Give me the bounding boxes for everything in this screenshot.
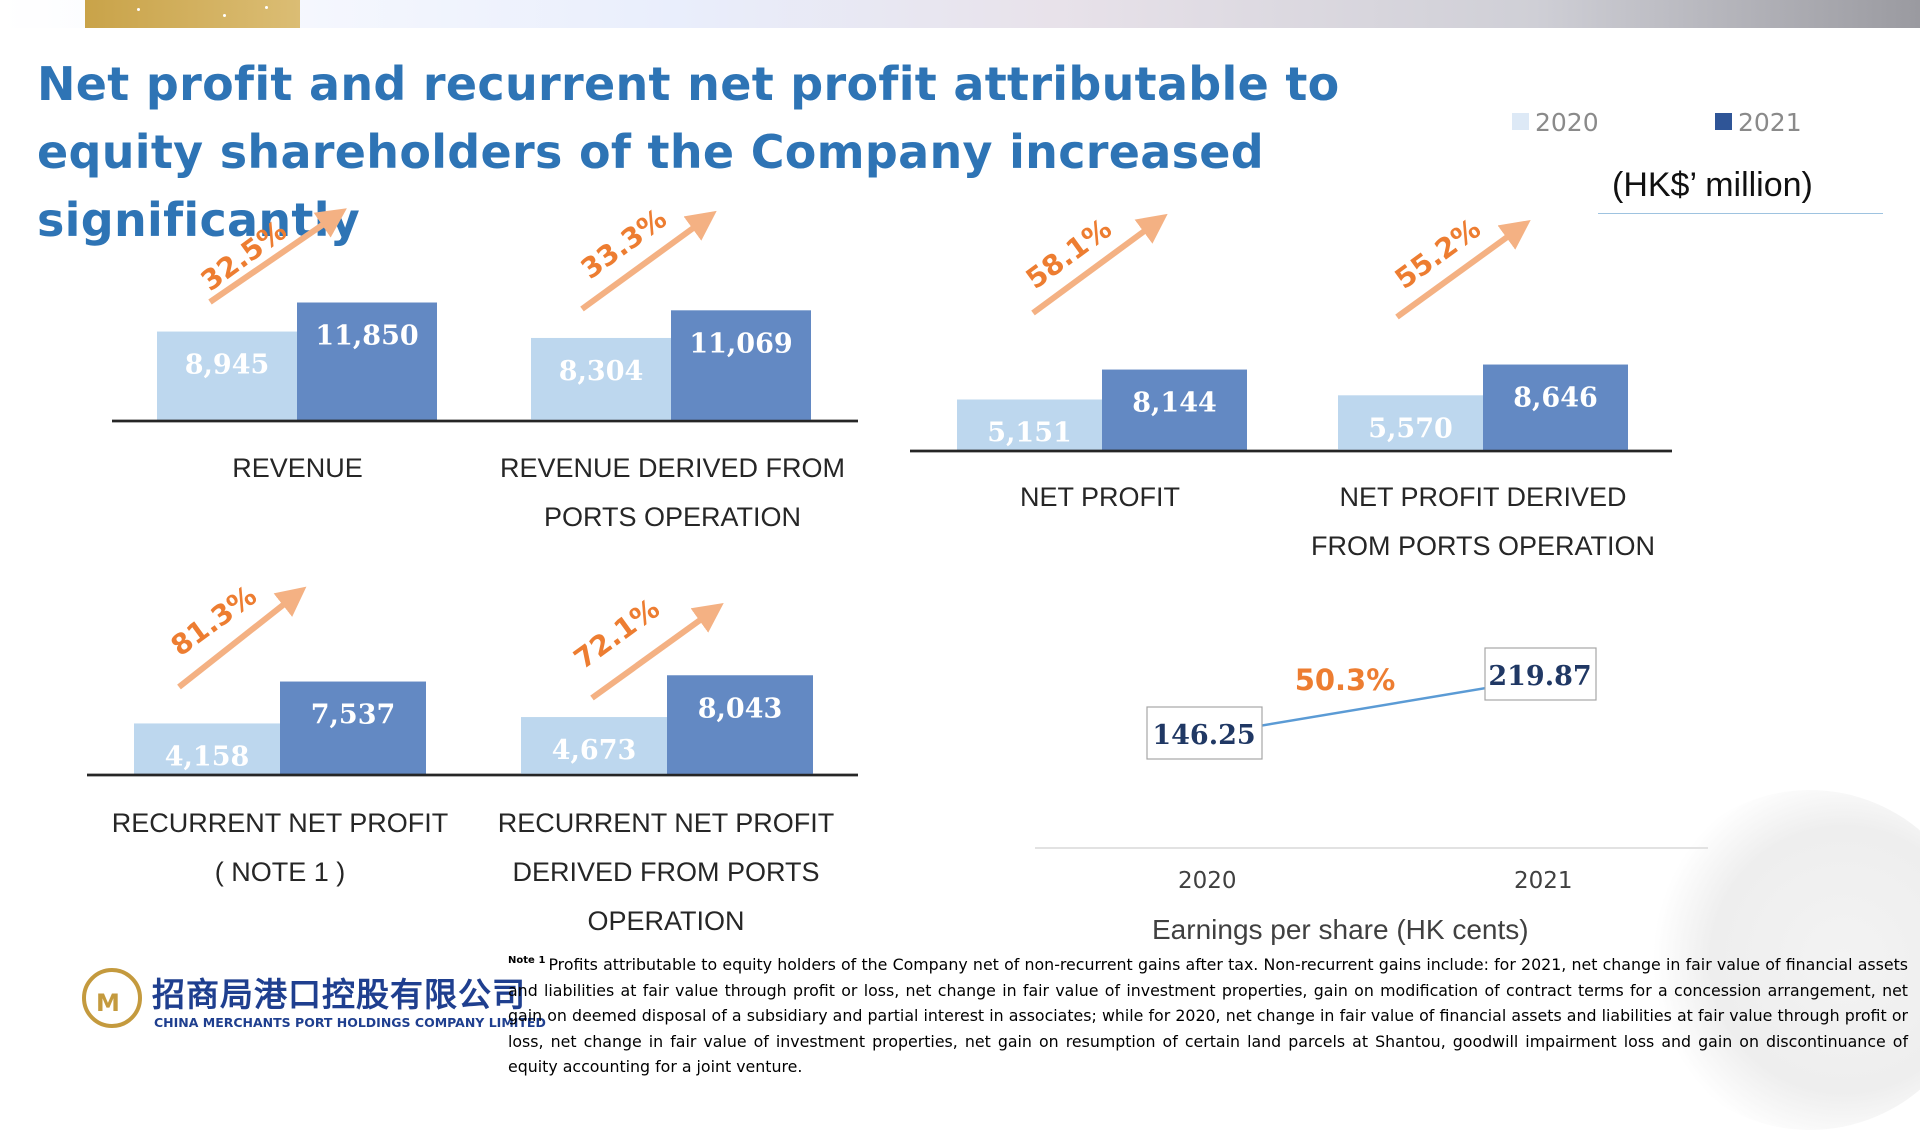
value-label-2021: 11,069	[689, 328, 792, 359]
legend-swatch-2020	[1512, 113, 1529, 130]
bar-2020	[531, 337, 671, 421]
legend-swatch-2021	[1715, 113, 1732, 130]
category-label-line: REVENUE	[232, 453, 363, 483]
category-label-line: PORTS OPERATION	[543, 502, 802, 532]
growth-percent-label: 33.3%	[575, 202, 673, 286]
logo-mark-icon: M	[82, 968, 142, 1028]
category-label-revenue: REVENUE	[150, 444, 445, 493]
bar-2020	[957, 399, 1102, 451]
value-label-2020: 5,151	[987, 417, 1072, 448]
legend-item-2020: 2020	[1512, 108, 1599, 137]
footnote: Note 1 Profits attributable to equity hol…	[508, 948, 1908, 1080]
bar-2021	[1483, 364, 1628, 451]
category-label-recurrent: RECURRENT NET PROFIT ( NOTE 1 )	[90, 799, 470, 897]
unit-label: (HK$’ million)	[1612, 166, 1813, 204]
growth-arrow	[590, 602, 724, 701]
value-label-2020: 8,945	[185, 350, 270, 381]
value-label-2021: 11,850	[315, 321, 418, 352]
logo-english-name: CHINA MERCHANTS PORT HOLDINGS COMPANY LI…	[154, 1015, 546, 1030]
eps-line-chart: 146.25 219.87 50.3%	[1035, 647, 1708, 849]
category-label-net-profit-ports: NET PROFIT DERIVED FROM PORTS OPERATION	[1283, 473, 1683, 571]
data-label-box-2020	[1146, 706, 1263, 760]
category-label-line: ( NOTE 1 )	[214, 857, 346, 887]
bar-2020	[134, 723, 280, 775]
value-label-2020: 5,570	[1368, 413, 1453, 444]
growth-arrow	[1031, 213, 1168, 316]
company-logo: M 招商局港口控股有限公司 CHINA MERCHANTS PORT HOLDI…	[82, 968, 546, 1038]
footnote-text: Profits attributable to equity holders o…	[508, 955, 1908, 1077]
bar-2021	[1102, 369, 1247, 451]
legend-label-2021: 2021	[1738, 108, 1802, 137]
category-label-line: NET PROFIT	[1019, 482, 1180, 512]
bar-chart-5: 4,158 7,537 81.3%	[87, 579, 858, 777]
category-label-line: FROM PORTS OPERATION	[1310, 531, 1656, 561]
value-label-2021: 8,646	[1513, 383, 1598, 414]
logo-chinese-name: 招商局港口控股有限公司	[152, 975, 526, 1014]
legend-label-2020: 2020	[1535, 108, 1599, 137]
growth-arrow	[1395, 219, 1531, 320]
eps-year-2021: 2021	[1514, 868, 1573, 894]
category-label-line: RECURRENT NET PROFIT	[497, 808, 835, 838]
value-label-2020: 4,158	[165, 741, 250, 772]
footnote-marker: Note 1	[508, 955, 546, 966]
eps-growth-percent-label: 50.3%	[1295, 663, 1396, 697]
value-label-2021: 8,144	[1132, 388, 1217, 419]
category-label-line: OPERATION	[587, 906, 745, 936]
value-label-2020: 4,673	[552, 735, 637, 766]
category-label-line: NET PROFIT DERIVED	[1339, 482, 1627, 512]
value-label-2020: 8,304	[559, 356, 644, 387]
eps-axis-label: Earnings per share (HK cents)	[1152, 914, 1529, 945]
value-label-2021: 8,043	[698, 693, 783, 724]
data-label-box-2021	[1484, 647, 1597, 701]
bar-2021	[671, 310, 811, 421]
bar-2021	[667, 675, 813, 775]
category-label-line: DERIVED FROM PORTS	[512, 857, 820, 887]
category-label-recurrent-ports: RECURRENT NET PROFIT DERIVED FROM PORTS …	[476, 799, 856, 946]
bar-2021	[297, 302, 437, 421]
category-label-line: REVENUE DERIVED FROM	[499, 453, 846, 483]
top-banner	[0, 0, 1920, 28]
growth-arrow	[177, 586, 307, 690]
growth-percent-label: 72.1%	[568, 592, 666, 676]
eps-year-2020: 2020	[1178, 868, 1237, 894]
growth-percent-label: 55.2%	[1389, 212, 1487, 296]
bar-2020	[1338, 395, 1483, 451]
slide-title: Net profit and recurrent net profit attr…	[37, 57, 1340, 247]
growth-percent-label: 81.3%	[165, 579, 263, 663]
globe-watermark	[1640, 790, 1920, 1130]
value-label-2021: 7,537	[311, 700, 396, 731]
bar-2021	[280, 681, 426, 775]
category-label-line: RECURRENT NET PROFIT	[111, 808, 449, 838]
unit-underline	[1598, 213, 1883, 214]
eps-value-label-2020: 146.25	[1152, 720, 1255, 751]
eps-value-label-2021: 219.87	[1488, 661, 1591, 692]
bar-2020	[157, 331, 297, 421]
growth-arrow	[580, 210, 717, 312]
category-label-revenue-ports: REVENUE DERIVED FROM PORTS OPERATION	[480, 444, 865, 542]
growth-arrow	[208, 208, 347, 305]
legend-item-2021: 2021	[1715, 108, 1802, 137]
charts-canvas: 8,94511,85032.5%8,30411,06933.3%5,1518,1…	[87, 202, 1708, 849]
top-banner-gold-panel	[85, 0, 300, 28]
bar-2020	[521, 717, 667, 775]
category-label-net-profit: NET PROFIT	[950, 473, 1250, 522]
